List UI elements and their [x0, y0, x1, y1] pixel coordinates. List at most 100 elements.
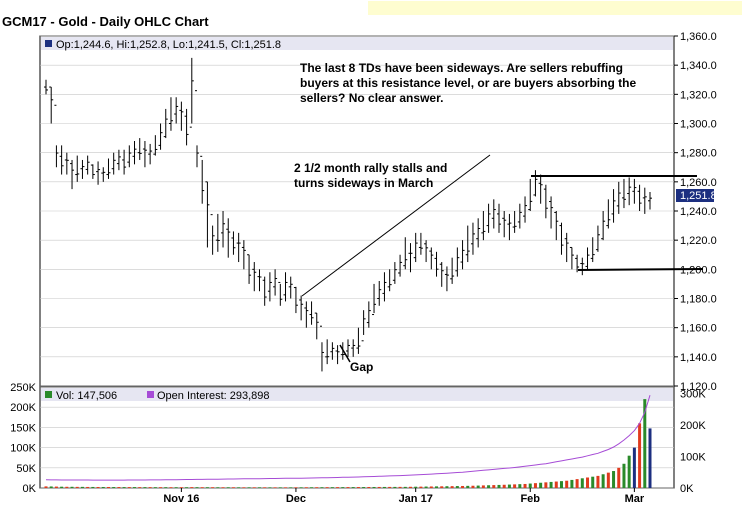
annotation-gap: Gap: [350, 360, 373, 374]
volume-bar: [461, 485, 465, 488]
ohlc-bar: [439, 262, 444, 287]
volume-bar: [164, 487, 168, 488]
ohlc-bar: [325, 339, 330, 365]
volume-bar: [174, 487, 178, 488]
ohlc-bar: [330, 342, 335, 360]
volume-bar: [179, 487, 183, 488]
volume-bar: [455, 486, 459, 488]
price-tick-label: 1,140.0: [680, 352, 717, 364]
ohlc-bar: [377, 281, 382, 306]
volume-bar: [289, 487, 293, 488]
x-tick-label: Jan 17: [399, 493, 433, 505]
ohlc-bar: [200, 155, 205, 204]
ohlc-bar: [413, 232, 418, 263]
ohlc-bar: [387, 269, 392, 292]
volume-bar: [75, 486, 79, 488]
ohlc-bar: [262, 276, 267, 306]
ohlc-bar: [434, 251, 439, 277]
ohlc-bar: [528, 178, 533, 211]
volume-bar: [627, 455, 631, 488]
volume-bar: [518, 484, 522, 488]
ohlc-bar: [314, 312, 319, 340]
volume-bar: [346, 487, 350, 488]
oi-legend-text: Open Interest: 293,898: [157, 390, 270, 402]
ohlc-bar: [319, 325, 324, 372]
ohlc-bar: [366, 301, 371, 328]
volume-bar: [471, 485, 475, 488]
ohlc-bar: [142, 141, 147, 168]
ohlc-bar: [632, 178, 637, 204]
volume-bar: [513, 484, 517, 488]
ohlc-bar: [231, 231, 236, 255]
volume-bar: [263, 487, 267, 488]
volume-bar: [101, 486, 105, 488]
ohlc-bar: [549, 196, 554, 229]
price-tick-label: 1,340.0: [680, 60, 717, 72]
volume-bar: [330, 487, 334, 488]
volume-bar: [278, 487, 282, 488]
volume-axis: 0K 50K 100K 150K 200K 250K 0K 100K 200K 300K: [10, 382, 706, 495]
volume-bar: [476, 485, 480, 488]
annotation-sideways-1: The last 8 TDs have been sideways. Are s…: [300, 61, 623, 75]
volume-bar: [299, 487, 303, 488]
volume-bar: [143, 487, 147, 488]
volume-bar: [153, 487, 157, 488]
ohlc-bar: [361, 310, 366, 342]
volume-bar: [492, 485, 496, 488]
ohlc-bar: [585, 247, 590, 270]
volume-legend-bar: [41, 388, 673, 401]
volume-bar: [435, 486, 439, 488]
volume-bar: [138, 487, 142, 488]
volume-bar: [544, 482, 548, 488]
ohlc-bar: [497, 203, 501, 233]
last-price-marker: [676, 189, 714, 202]
price-tick-label: 1,120.0: [680, 381, 717, 393]
volume-bar: [221, 487, 225, 488]
ohlc-bar: [137, 138, 142, 160]
price-tick-label: 1,200.0: [680, 264, 717, 276]
volume-bar: [528, 483, 532, 488]
ohlc-bar: [481, 211, 486, 241]
volume-bar: [622, 463, 626, 488]
volume-legend-text: Vol: 147,506: [56, 390, 117, 402]
volume-bar: [648, 428, 652, 488]
volume-bar: [341, 487, 345, 488]
ohlc-bar: [226, 218, 231, 258]
volume-bar: [127, 487, 131, 488]
ohlc-bar: [241, 240, 246, 270]
volume-bar: [252, 487, 256, 488]
volume-bar: [106, 486, 110, 488]
volume-bar: [539, 482, 543, 488]
ohlc-bar: [278, 281, 283, 306]
volume-bar: [638, 423, 642, 488]
ohlc-bar: [611, 189, 616, 223]
ohlc-bar: [507, 213, 512, 241]
ohlc-bar: [205, 181, 210, 248]
volume-bar: [320, 487, 324, 488]
volume-bar: [351, 487, 355, 488]
ohlc-bar: [90, 164, 95, 179]
oi-legend-swatch: [147, 391, 154, 398]
ohlc-bar: [127, 145, 132, 168]
volume-bar: [497, 484, 501, 488]
price-tick-label: 1,160.0: [680, 323, 717, 335]
ohlc-bar: [59, 145, 64, 175]
ohlc-bar: [111, 152, 116, 175]
volume-bar: [70, 486, 74, 488]
ohlc-bar: [304, 301, 309, 328]
volume-bar: [211, 487, 215, 488]
ohlc-bar: [418, 232, 423, 255]
ohlc-bar: [486, 203, 491, 233]
volume-bar: [398, 486, 402, 488]
price-tick-label: 1,300.0: [680, 119, 717, 131]
ohlc-bar: [174, 97, 179, 124]
volume-tick-label: 100K: [10, 443, 36, 455]
volume-panel: [39, 386, 675, 489]
ohlc-bar: [351, 339, 356, 357]
volume-bar: [596, 475, 600, 488]
volume-bar: [440, 486, 444, 488]
volume-bar: [117, 487, 121, 488]
volume-bar: [112, 487, 116, 488]
ohlc-bar: [293, 286, 298, 314]
ohlc-bar: [476, 218, 481, 248]
